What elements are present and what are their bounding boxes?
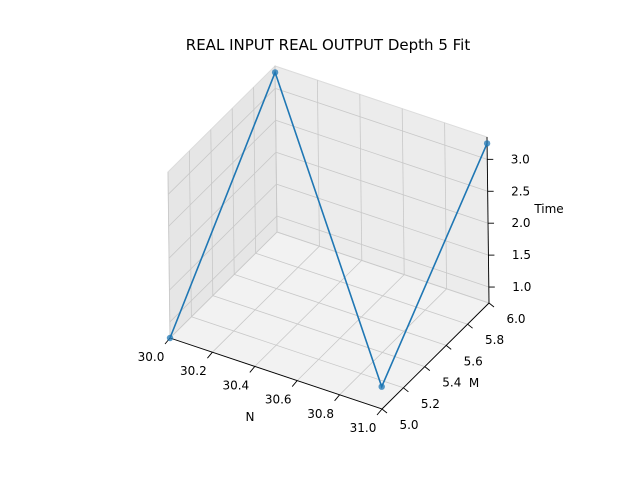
y-axis-label: M <box>469 376 479 390</box>
y-tick-mark <box>381 408 388 414</box>
y-gridline-floor <box>212 295 425 367</box>
z-gridline-back <box>276 215 489 288</box>
x-tick-mark <box>376 408 383 416</box>
y-axis-line <box>381 302 490 410</box>
y-tick-mark <box>467 323 473 329</box>
y-gridline-floor <box>234 274 447 346</box>
y-gridline-left <box>253 87 256 254</box>
x-tick-mark <box>334 394 340 402</box>
y-tick-label: 5.0 <box>399 418 418 432</box>
z-gridline-left <box>168 119 276 227</box>
data-point <box>483 140 491 147</box>
y-gridline-left <box>210 129 214 296</box>
z-gridline-left <box>169 215 278 323</box>
x-gridline-floor <box>296 274 405 381</box>
x-tick-label: 31.0 <box>350 421 377 435</box>
x-gridline-floor <box>339 288 447 396</box>
y-gridline-floor <box>255 252 468 325</box>
y-tick-label: 5.2 <box>421 397 440 411</box>
y-gridline-floor <box>191 316 404 389</box>
y-gridline-left <box>231 108 235 275</box>
x-tick-label: 30.2 <box>180 364 207 378</box>
z-axis-line <box>486 136 490 304</box>
z-tick-label: 1.5 <box>512 248 531 262</box>
x-gridline-back <box>444 122 447 289</box>
x-tick-label: 30.8 <box>307 407 334 421</box>
x-gridline-back <box>359 94 363 261</box>
x-tick-mark <box>249 366 256 373</box>
z-gridline-back <box>275 119 488 192</box>
grid-lines <box>167 65 490 410</box>
axis-lines <box>169 136 490 410</box>
z-gridline-left <box>169 183 277 291</box>
x-gridline-floor <box>212 245 320 353</box>
tick-labels: 30.0 30.2 30.4 30.6 30.8 31.0 5.05.25.45.65.86… <box>138 152 532 435</box>
y-tick-label: 5.6 <box>464 354 483 368</box>
data-point <box>271 69 279 76</box>
x-gridline-floor <box>169 231 278 339</box>
x-tick-label: 30.6 <box>265 393 292 407</box>
x-gridline-back <box>317 80 320 247</box>
y-gridline-left <box>189 150 192 317</box>
x-axis-label: N <box>246 410 255 424</box>
x-tick-mark <box>291 380 298 387</box>
data-point <box>166 334 174 342</box>
z-gridline-back <box>275 87 488 160</box>
y-gridline-floor <box>276 231 490 304</box>
data-series <box>166 69 491 390</box>
y-gridline-left <box>167 171 171 339</box>
axes-panes <box>167 64 490 410</box>
y-tick-mark <box>403 387 409 393</box>
y-tick-label: 6.0 <box>506 312 525 326</box>
z-tick-label: 2.5 <box>511 184 530 198</box>
y-tick-mark <box>424 366 431 371</box>
z-tick-label: 1.0 <box>512 280 531 294</box>
y-gridline-left <box>274 65 278 233</box>
x-tick-mark <box>207 351 213 359</box>
y-tick-label: 5.4 <box>442 376 461 390</box>
x-gridline-floor <box>254 260 363 367</box>
x-axis-line <box>169 337 383 410</box>
x-tick-label: 30.4 <box>222 378 249 392</box>
y-tick-mark <box>488 302 495 308</box>
z-tick-label: 2.0 <box>511 216 530 230</box>
x-gridline-back <box>401 108 405 275</box>
y-tick-label: 5.8 <box>485 333 504 347</box>
z-tick-label: 3.0 <box>511 152 530 166</box>
chart-title: REAL INPUT REAL OUTPUT Depth 5 Fit <box>186 36 471 54</box>
z-gridline-back <box>275 151 489 224</box>
z-gridline-back <box>276 183 489 256</box>
z-axis-label: Time <box>533 202 563 216</box>
y-tick-mark <box>445 345 452 350</box>
x-tick-label: 30.0 <box>138 350 165 364</box>
data-point <box>378 383 385 390</box>
series-line <box>169 70 488 389</box>
z-gridline-left <box>167 88 276 195</box>
